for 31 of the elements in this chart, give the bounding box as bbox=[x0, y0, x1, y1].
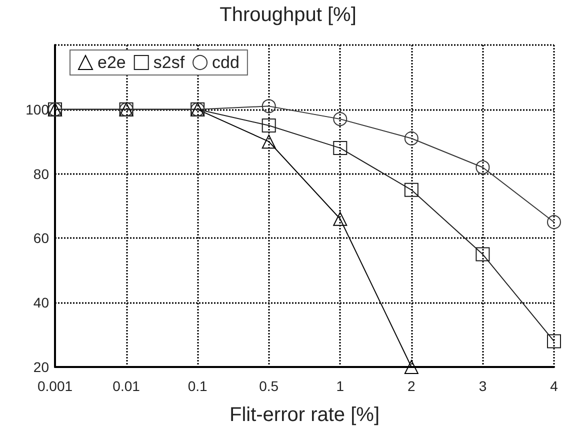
x-tick-label: 0.1 bbox=[188, 378, 208, 394]
y-tick-label: 60 bbox=[33, 230, 50, 246]
point bbox=[404, 131, 418, 146]
legend-label: cdd bbox=[212, 53, 240, 72]
y-tick-label: 20 bbox=[33, 359, 50, 375]
point bbox=[262, 134, 276, 149]
point bbox=[547, 334, 561, 348]
y-tick-label: 80 bbox=[33, 166, 50, 182]
point bbox=[262, 118, 276, 132]
x-tick-label: 0.01 bbox=[112, 378, 140, 394]
point bbox=[547, 215, 561, 230]
x-tick-label: 4 bbox=[550, 378, 558, 394]
legend-label: s2sf bbox=[153, 53, 185, 72]
point bbox=[333, 112, 348, 126]
legend-label: e2e bbox=[98, 53, 126, 72]
x-tick-label: 2 bbox=[408, 378, 416, 394]
point bbox=[262, 99, 276, 114]
y-tick-label: 40 bbox=[33, 294, 50, 311]
x-axis-title: Flit-error rate [%] bbox=[229, 404, 380, 426]
point bbox=[333, 212, 348, 226]
point bbox=[404, 360, 418, 374]
point bbox=[476, 247, 490, 262]
x-tick-label: 0.5 bbox=[259, 378, 279, 394]
y-tick-label: 100 bbox=[26, 101, 50, 118]
x-tick-label: 3 bbox=[478, 378, 487, 394]
point bbox=[476, 160, 490, 174]
point bbox=[333, 141, 348, 156]
chart-title: Throughput [%] bbox=[220, 4, 356, 26]
x-tick-label: 0.001 bbox=[37, 378, 73, 394]
point bbox=[404, 182, 418, 197]
x-tick-label: 1 bbox=[336, 378, 344, 394]
